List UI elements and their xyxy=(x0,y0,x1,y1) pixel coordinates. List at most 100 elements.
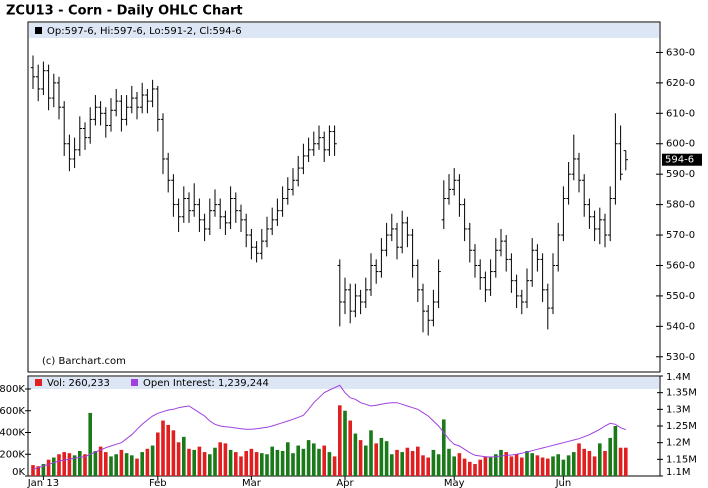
volume-bar xyxy=(442,419,446,476)
volume-bar xyxy=(618,447,623,476)
volume-bar xyxy=(52,457,56,476)
volume-bar xyxy=(561,459,566,476)
volume-bar xyxy=(286,442,290,476)
volume-bar xyxy=(364,445,368,476)
volume-bar xyxy=(166,424,170,476)
volume-bar xyxy=(494,454,498,476)
volume-bar xyxy=(239,456,243,476)
volume-bar xyxy=(338,405,342,476)
volume-bar xyxy=(400,452,404,476)
volume-bar xyxy=(405,447,410,476)
y-tick-label: 540-0 xyxy=(666,321,695,332)
last-price-box xyxy=(662,153,702,166)
volume-bar xyxy=(176,442,181,476)
volume-bar xyxy=(499,449,503,476)
volume-bar xyxy=(124,453,129,476)
volume-bar xyxy=(546,458,550,476)
volume-bar xyxy=(130,455,134,476)
y-tick-label: 550-0 xyxy=(666,291,695,302)
y-tick-label: 600-0 xyxy=(666,139,695,150)
volume-bar xyxy=(67,453,72,476)
volume-bar xyxy=(551,456,555,476)
last-price-label: 594-6 xyxy=(665,155,694,166)
volume-bar xyxy=(312,443,316,476)
volume-bar xyxy=(187,448,191,476)
volume-bar xyxy=(577,443,581,476)
volume-bar xyxy=(369,430,373,476)
volume-bar xyxy=(322,445,326,476)
x-tick-label: Apr xyxy=(336,478,354,488)
volume-bar xyxy=(145,448,150,476)
volume-bar xyxy=(384,441,389,476)
y-tick-label: 590-0 xyxy=(666,169,695,180)
volume-bar xyxy=(535,455,540,476)
x-tick-label: Feb xyxy=(149,478,167,488)
volume-bar xyxy=(379,437,384,476)
volume-bar xyxy=(62,452,66,476)
volume-bar xyxy=(317,448,321,476)
volume-bar xyxy=(93,450,98,476)
volume-bar xyxy=(416,446,420,476)
oi-legend: Open Interest: 1,239,244 xyxy=(143,378,269,389)
volume-bar xyxy=(327,452,332,476)
volume-bar xyxy=(332,456,337,476)
volume-bar xyxy=(171,430,176,476)
volume-bar xyxy=(353,433,358,476)
volume-tick-label: 0K xyxy=(12,467,25,478)
oi-tick-label: 1.15M xyxy=(666,454,697,465)
volume-bar xyxy=(46,459,51,476)
volume-bar xyxy=(390,454,394,476)
x-tick-label: Jun xyxy=(555,478,572,488)
volume-bar xyxy=(275,449,280,476)
volume-bar xyxy=(234,452,238,476)
volume-bar xyxy=(514,454,519,476)
volume-bar xyxy=(114,454,118,476)
volume-bar xyxy=(374,443,378,476)
volume-bar xyxy=(98,446,103,476)
volume-bar xyxy=(41,464,46,476)
volume-bar xyxy=(603,450,607,476)
volume-bar xyxy=(218,442,222,476)
volume-bar xyxy=(525,450,529,476)
volume-bar xyxy=(468,461,472,476)
volume-bar xyxy=(426,457,430,476)
volume-bar xyxy=(462,458,467,476)
volume-bar xyxy=(431,449,436,476)
volume-bar xyxy=(109,456,113,476)
quote-legend: Op:597-6, Hi:597-6, Lo:591-2, Cl:594-6 xyxy=(47,26,242,37)
volume-bar xyxy=(358,440,363,476)
oi-tick-label: 1.25M xyxy=(666,421,697,432)
oi-tick-label: 1.3M xyxy=(666,404,691,415)
volume-bar xyxy=(270,446,274,476)
open-interest-line xyxy=(32,384,626,470)
volume-bar xyxy=(582,448,586,476)
volume-bar xyxy=(249,448,254,476)
volume-bar xyxy=(348,420,352,476)
volume-legend-bar xyxy=(29,377,659,389)
volume-bar xyxy=(104,452,108,476)
volume-bar xyxy=(592,456,597,476)
y-tick-label: 610-0 xyxy=(666,108,695,119)
volume-bar xyxy=(31,465,35,476)
volume-bar xyxy=(265,454,269,476)
volume-bar xyxy=(88,412,92,476)
volume-bar xyxy=(244,450,248,476)
volume-bar xyxy=(182,436,186,476)
volume-tick-label: 200K xyxy=(0,449,25,460)
volume-bar xyxy=(566,455,571,476)
volume-bar xyxy=(119,449,124,476)
volume-bar xyxy=(488,457,493,476)
volume-bar xyxy=(296,445,300,476)
volume-bar xyxy=(161,420,165,476)
volume-bar xyxy=(202,452,207,476)
oi-legend-icon xyxy=(131,379,138,386)
volume-bar xyxy=(447,448,451,476)
volume-bar xyxy=(478,459,482,476)
volume-bar xyxy=(520,457,524,476)
volume-bar xyxy=(457,453,462,476)
volume-bar xyxy=(208,454,212,476)
y-tick-label: 570-0 xyxy=(666,230,695,241)
volume-bar xyxy=(72,455,77,476)
x-tick-label: Jan 13 xyxy=(27,478,59,488)
